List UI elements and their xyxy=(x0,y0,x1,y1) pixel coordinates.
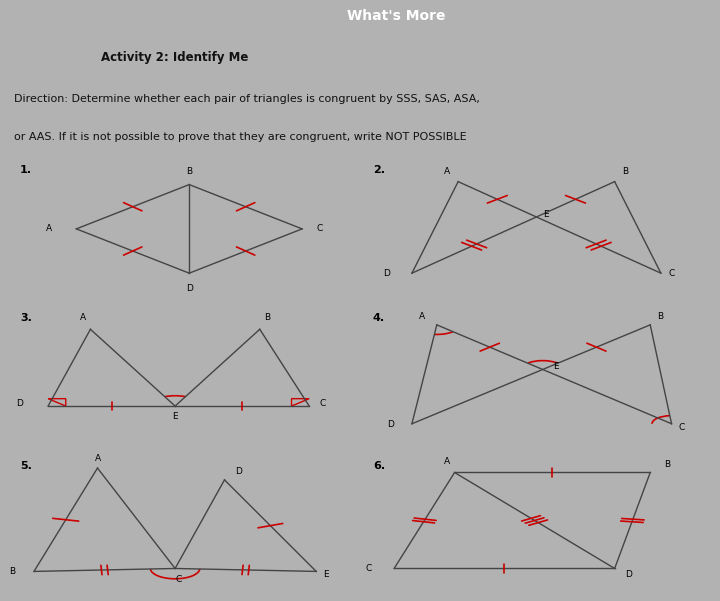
Text: D: D xyxy=(384,269,390,278)
Text: Direction: Determine whether each pair of triangles is congruent by SSS, SAS, AS: Direction: Determine whether each pair o… xyxy=(14,94,480,104)
Text: E: E xyxy=(172,412,178,421)
Text: What's More: What's More xyxy=(347,8,445,22)
Text: 5.: 5. xyxy=(20,461,32,471)
Text: A: A xyxy=(419,312,425,321)
Text: D: D xyxy=(186,284,193,293)
Text: A: A xyxy=(444,167,450,176)
Text: 6.: 6. xyxy=(373,461,385,471)
Text: A: A xyxy=(45,224,52,233)
Text: D: D xyxy=(625,570,632,579)
Text: 4.: 4. xyxy=(373,313,385,323)
Text: C: C xyxy=(316,224,323,233)
Text: D: D xyxy=(17,399,23,408)
Text: B: B xyxy=(264,313,270,322)
Text: C: C xyxy=(668,269,674,278)
Text: A: A xyxy=(444,457,451,466)
Text: E: E xyxy=(323,570,329,579)
Text: A: A xyxy=(81,313,86,322)
Text: C: C xyxy=(176,575,181,584)
Text: D: D xyxy=(387,419,394,429)
Text: C: C xyxy=(366,564,372,573)
Text: B: B xyxy=(657,312,663,321)
Text: B: B xyxy=(622,167,628,176)
Text: 1.: 1. xyxy=(20,165,32,175)
Text: A: A xyxy=(94,454,101,463)
Text: D: D xyxy=(235,467,242,476)
Text: 2.: 2. xyxy=(373,165,384,175)
Text: E: E xyxy=(554,362,559,371)
Text: 3.: 3. xyxy=(20,313,32,323)
Text: C: C xyxy=(679,423,685,432)
Text: E: E xyxy=(544,210,549,219)
Text: B: B xyxy=(665,460,670,469)
Text: B: B xyxy=(186,166,192,175)
Text: Activity 2: Identify Me: Activity 2: Identify Me xyxy=(101,51,248,64)
Text: B: B xyxy=(9,567,15,576)
Text: C: C xyxy=(320,399,326,408)
Text: or AAS. If it is not possible to prove that they are congruent, write NOT POSSIB: or AAS. If it is not possible to prove t… xyxy=(14,132,467,142)
